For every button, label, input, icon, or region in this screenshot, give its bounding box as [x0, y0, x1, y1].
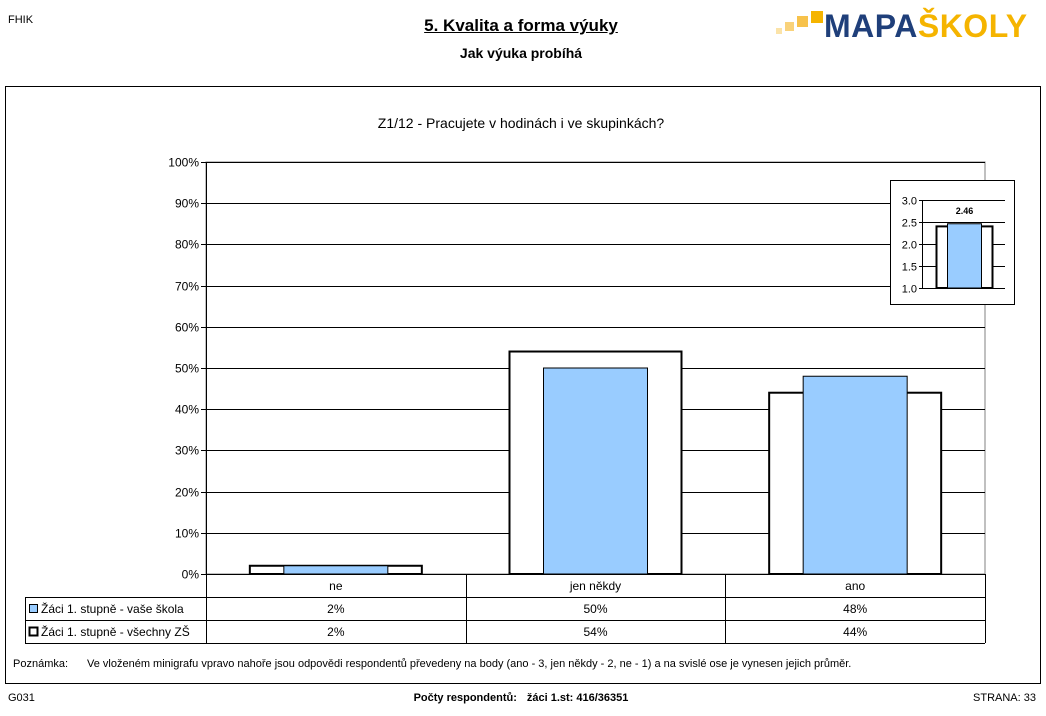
logo-text: MAPAŠKOLY [824, 8, 1028, 45]
y-tick-label: 20% [175, 486, 199, 500]
footer-page-code: G031 [8, 692, 35, 704]
logo-square-icon [785, 22, 794, 31]
y-tick-label: 30% [175, 444, 199, 458]
mini-y-tick-label: 3.0 [902, 196, 917, 208]
logo-square-icon [776, 28, 782, 34]
logo-text-skoly: ŠKOLY [917, 8, 1028, 44]
corner-code: FHIK [8, 14, 34, 26]
footer-respondents-value: žáci 1.st: 416/36351 [526, 692, 629, 704]
legend-swatch [28, 626, 39, 637]
page-title: 5. Kvalita a forma výuky [424, 16, 618, 35]
footer-page-number: STRANA: 33 [973, 692, 1036, 704]
y-tick-label: 80% [175, 238, 199, 252]
data-label: 48% [843, 602, 867, 616]
y-tick-label: 0% [182, 568, 200, 582]
logo-text-mapa: MAPA [824, 8, 918, 44]
y-tick-label: 10% [175, 527, 199, 541]
legend-entry: Žáci 1. stupně - všechny ZŠ [41, 624, 190, 639]
mini-bar-your-school [947, 223, 982, 289]
bar-your-school [543, 367, 648, 575]
logo-square-icon [797, 16, 808, 27]
note: Poznámka: Ve vloženém minigrafu vpravo na… [13, 658, 851, 670]
logo-square-icon [811, 11, 823, 23]
y-tick-label: 100% [168, 156, 199, 170]
footer-respondents-label: Počty respondentů: [413, 692, 517, 704]
mini-y-tick-label: 1.0 [902, 284, 917, 296]
page-subtitle: Jak výuka probíhá [459, 45, 583, 61]
mini-y-tick-label: 2.0 [902, 240, 917, 252]
chart-title: Z1/12 - Pracujete v hodinách i ve skupin… [377, 115, 665, 131]
data-label: 44% [843, 625, 867, 639]
data-label: 54% [583, 625, 607, 639]
legend-entry: Žáci 1. stupně - vaše škola [41, 601, 184, 616]
data-label: 2% [327, 602, 345, 616]
chart-frame [5, 86, 1041, 684]
y-tick-label: 70% [175, 280, 199, 294]
y-tick-label: 50% [175, 362, 199, 376]
y-tick-label: 40% [175, 403, 199, 417]
mini-y-tick-label: 1.5 [902, 262, 917, 274]
logo: MAPAŠKOLY [776, 8, 1036, 44]
bar-your-school [283, 565, 389, 575]
note-text: Ve vloženém minigrafu vpravo nahoře jsou… [87, 658, 852, 670]
data-label: 50% [583, 602, 607, 616]
footer-respondents: Počty respondentů: žáci 1.st: 416/36351 [0, 692, 1042, 704]
y-tick-label: 90% [175, 197, 199, 211]
note-label: Poznámka: [13, 658, 69, 670]
mini-data-label: 2.46 [956, 206, 974, 216]
category-label: ano [845, 579, 865, 593]
category-label: ne [329, 579, 343, 593]
mini-y-tick-label: 2.5 [902, 218, 917, 230]
y-tick-label: 60% [175, 321, 199, 335]
bar-your-school [802, 375, 908, 575]
category-label: jen někdy [569, 579, 621, 593]
legend-swatch [29, 604, 38, 613]
data-label: 2% [327, 625, 345, 639]
